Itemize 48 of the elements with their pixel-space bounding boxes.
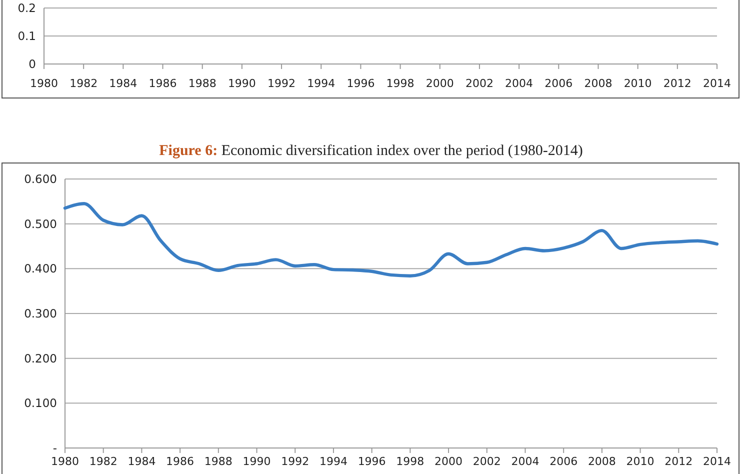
x-tick-label: 2004 <box>511 455 540 468</box>
x-tick-label: 2002 <box>465 77 494 90</box>
line-series <box>63 202 719 278</box>
x-tick-label: 1998 <box>386 77 414 90</box>
x-tick-label: 1986 <box>148 77 177 90</box>
x-tick-label: 1988 <box>188 77 216 90</box>
y-tick-label: 0.1 <box>18 29 36 44</box>
y-tick-label: 0 <box>28 57 36 72</box>
x-tick-label: 1998 <box>396 455 424 468</box>
x-tick-label: 1988 <box>204 455 232 468</box>
x-tick-label: 1984 <box>128 455 156 468</box>
x-tick-label: 2010 <box>624 77 652 90</box>
x-tick-label: 2012 <box>664 455 693 468</box>
y-tick-label: 0.2 <box>18 1 36 16</box>
y-tick-label: 0.100 <box>24 396 57 410</box>
x-tick-label: 2004 <box>505 77 534 90</box>
x-tick-label: 2000 <box>434 455 463 468</box>
x-tick-label: 2002 <box>472 455 501 468</box>
x-tick-label: 1996 <box>358 455 386 468</box>
x-tick-label: 1986 <box>166 455 194 468</box>
y-tick-label: 0.400 <box>24 262 57 276</box>
x-tick-label: 2010 <box>626 455 654 468</box>
x-tick-label: 2014 <box>703 77 731 90</box>
x-tick-label: 2000 <box>426 77 454 90</box>
x-tick-label: 2014 <box>703 455 731 468</box>
x-tick-label: 1994 <box>319 455 348 468</box>
y-tick-label: 0.300 <box>24 306 57 321</box>
x-tick-label: 2012 <box>663 77 692 90</box>
x-tick-label: 1990 <box>242 455 271 468</box>
y-tick-label: 0.200 <box>24 351 57 366</box>
x-tick-label: 1980 <box>30 77 58 90</box>
x-tick-label: 1982 <box>70 77 98 90</box>
x-tick-label: 1992 <box>268 77 296 90</box>
x-tick-label: 1992 <box>281 455 310 468</box>
x-tick-label: 1982 <box>89 455 118 468</box>
chart-title: Figure 6: Economic diversification index over the period (1980-2014) <box>159 143 583 159</box>
x-tick-label: 2008 <box>584 77 612 90</box>
x-tick-label: 2006 <box>544 77 573 90</box>
x-tick-label: 1996 <box>346 77 375 90</box>
x-tick-label: 1994 <box>307 77 336 90</box>
x-tick-label: 1980 <box>51 455 79 468</box>
x-tick-label: 1990 <box>228 77 256 90</box>
x-tick-label: 2006 <box>550 455 578 468</box>
x-tick-label: 1984 <box>109 77 138 90</box>
y-tick-label: 0.600 <box>24 172 57 186</box>
y-tick-label: - <box>52 441 57 456</box>
y-tick-label: 0.500 <box>24 216 57 231</box>
x-tick-label: 2008 <box>588 455 616 468</box>
